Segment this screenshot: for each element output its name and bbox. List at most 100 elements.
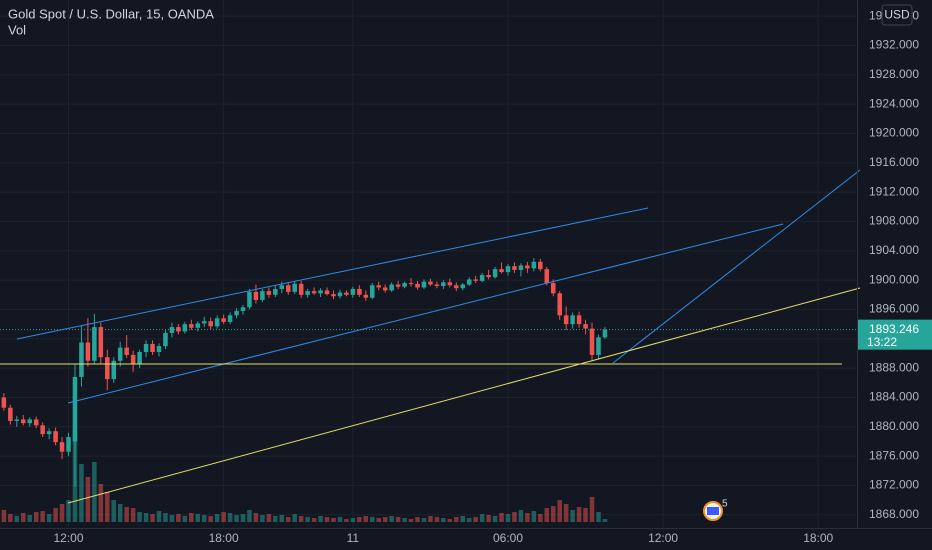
events-icon[interactable]: 5 bbox=[703, 499, 728, 521]
volume-bar bbox=[324, 517, 330, 522]
volume-bar bbox=[85, 477, 91, 522]
volume-bar bbox=[33, 512, 39, 522]
candle-body bbox=[85, 342, 91, 361]
candle-body bbox=[72, 376, 78, 442]
y-tick-label: 1924.000 bbox=[869, 96, 919, 110]
volume-bar bbox=[505, 514, 511, 522]
candle-body bbox=[143, 343, 149, 352]
candle-body bbox=[395, 284, 401, 287]
candle-body bbox=[576, 315, 582, 325]
candle-body bbox=[124, 347, 129, 355]
candle-body bbox=[357, 288, 362, 295]
candle-body bbox=[318, 290, 323, 294]
volume-bar bbox=[576, 507, 582, 522]
volume-bar bbox=[473, 517, 478, 522]
candle-body bbox=[447, 282, 453, 286]
volume-bar bbox=[66, 500, 71, 522]
candle-body bbox=[305, 291, 310, 295]
trend-line[interactable] bbox=[612, 169, 861, 364]
volume-bar bbox=[156, 511, 162, 522]
volume-bar bbox=[421, 518, 427, 522]
candle-body bbox=[324, 290, 330, 295]
candle-body bbox=[8, 407, 13, 421]
volume-bar bbox=[143, 513, 149, 522]
volume-bar bbox=[234, 515, 239, 522]
candle-body bbox=[408, 283, 414, 285]
volume-bar bbox=[447, 519, 453, 522]
volume-bar bbox=[311, 518, 317, 522]
candle-body bbox=[518, 265, 524, 270]
volume-bar bbox=[279, 515, 285, 522]
volume-bar bbox=[182, 516, 188, 522]
currency-button[interactable] bbox=[881, 4, 913, 26]
candle-body bbox=[66, 437, 71, 452]
candle-body bbox=[79, 342, 84, 377]
candle-body bbox=[260, 291, 265, 300]
volume-bar bbox=[602, 519, 608, 522]
volume-bar bbox=[376, 518, 381, 522]
candle-body bbox=[311, 291, 317, 294]
volume-bar bbox=[98, 484, 104, 522]
candle-body bbox=[486, 275, 491, 278]
candle-body bbox=[253, 291, 259, 300]
candle-body bbox=[266, 291, 272, 295]
volume-bar bbox=[434, 517, 440, 522]
volume-bar bbox=[550, 506, 556, 522]
candle-body bbox=[344, 292, 349, 295]
candle-body bbox=[182, 324, 188, 332]
volume-pane bbox=[1, 430, 608, 522]
volume-bar bbox=[557, 500, 562, 522]
candle-body bbox=[421, 281, 427, 288]
volume-bar bbox=[389, 516, 394, 522]
candle-body bbox=[454, 285, 459, 289]
candle-body bbox=[40, 425, 45, 435]
volume-bar bbox=[512, 512, 517, 522]
volume-bar bbox=[46, 514, 52, 522]
candle-body bbox=[441, 282, 446, 286]
volume-bar bbox=[544, 508, 550, 522]
volume-bar bbox=[583, 508, 588, 522]
volume-bar bbox=[350, 518, 356, 522]
volume-bar bbox=[492, 516, 498, 522]
candle-body bbox=[27, 419, 32, 424]
candle-body bbox=[279, 285, 285, 289]
volume-bar bbox=[150, 514, 155, 522]
y-tick-label: 1876.000 bbox=[869, 448, 919, 462]
volume-bar bbox=[538, 514, 543, 522]
flag bbox=[707, 507, 719, 515]
volume-label: Vol bbox=[8, 22, 26, 37]
candle-body bbox=[331, 294, 336, 297]
y-tick-label: 1932.000 bbox=[869, 38, 919, 52]
volume-bar bbox=[201, 515, 207, 522]
y-tick-label: 1904.000 bbox=[869, 243, 919, 257]
volume-bar bbox=[195, 514, 201, 522]
y-tick-label: 1920.000 bbox=[869, 126, 919, 140]
candle-body bbox=[505, 266, 511, 273]
candle-body bbox=[531, 261, 537, 269]
x-tick-label: 06:00 bbox=[493, 531, 523, 545]
candle-body bbox=[589, 328, 595, 355]
candle-body bbox=[53, 431, 58, 443]
candle-body bbox=[33, 419, 39, 426]
candle-body bbox=[298, 283, 304, 295]
countdown: 13:22 bbox=[867, 335, 897, 349]
volume-bar bbox=[221, 512, 226, 522]
candle-body bbox=[337, 292, 343, 297]
volume-bar bbox=[227, 513, 233, 522]
volume-bar bbox=[337, 517, 343, 522]
candle-body bbox=[602, 329, 608, 338]
volume-bar bbox=[214, 514, 220, 522]
trend-line[interactable] bbox=[16, 207, 649, 340]
trend-line[interactable] bbox=[67, 287, 861, 504]
y-tick-label: 1884.000 bbox=[869, 390, 919, 404]
trend-line[interactable] bbox=[67, 223, 784, 404]
volume-bar bbox=[14, 516, 20, 522]
volume-bar bbox=[570, 510, 575, 522]
candle-body bbox=[389, 284, 394, 291]
y-tick-label: 1916.000 bbox=[869, 155, 919, 169]
last-price-label: 1893.246 bbox=[869, 322, 919, 336]
grid bbox=[0, 0, 857, 528]
currency-label[interactable]: USD bbox=[884, 8, 910, 22]
